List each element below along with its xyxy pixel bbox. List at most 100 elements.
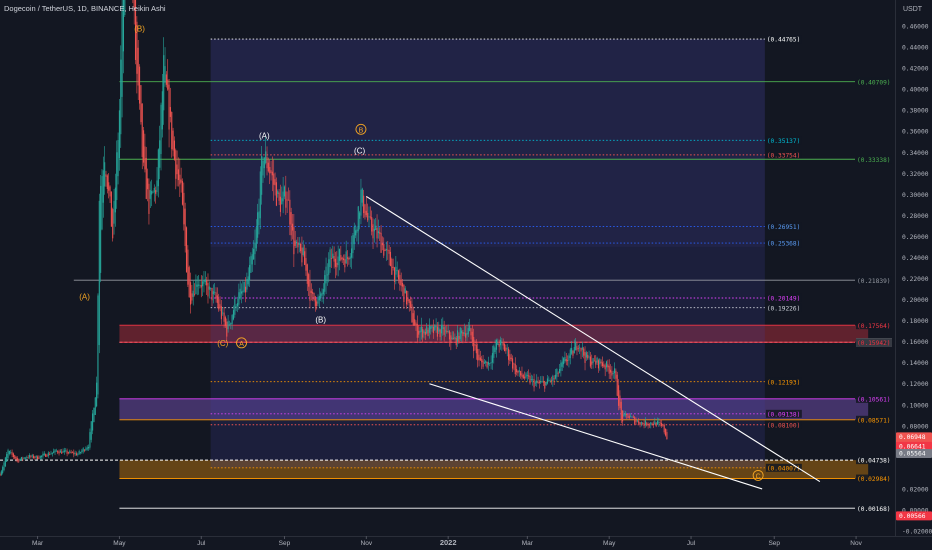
candle-body-2021-11-19: [389, 251, 392, 266]
candle-body-2022-03-21: [553, 378, 555, 380]
candle-body-2021-09-25: [316, 301, 318, 306]
candle-body-2022-03-06: [533, 379, 535, 388]
candle-body-2021-12-22: [434, 324, 436, 330]
wave-label-0: (B): [134, 24, 145, 33]
candle-body-2021-03-09: [47, 452, 49, 456]
candle-body-2022-04-01: [568, 355, 570, 361]
candle-body-2021-06-28: [196, 284, 198, 287]
price-tag-bg-1: [896, 441, 932, 451]
candle-body-2022-03-15: [545, 382, 547, 386]
candle-body-2022-01-20: [473, 336, 475, 352]
candle-body-2021-05-31: [159, 140, 161, 168]
candle-body-2022-04-09: [579, 347, 581, 349]
candle-body-2022-06-13: [666, 432, 668, 440]
candle-body-2022-05-25: [640, 422, 642, 424]
candle-body-2021-03-07: [45, 454, 47, 457]
candle-body-2022-01-15: [466, 332, 468, 336]
candle-body-2021-12-04: [410, 301, 412, 308]
candle-body-2022-02-04: [493, 346, 495, 358]
candle-body-2021-07-19: [224, 317, 226, 327]
candle-body-2022-03-24: [557, 372, 559, 374]
candle-body-2022-01-01: [447, 331, 449, 332]
candle-body-2021-03-16: [57, 450, 59, 453]
candle-body-2021-11-08: [375, 225, 377, 231]
candle-body-2022-04-03: [571, 347, 573, 354]
candle-body-2021-06-20: [185, 227, 188, 272]
candle-body-2021-04-18: [101, 176, 103, 230]
level-label-7: (0.21839): [857, 278, 891, 285]
candle-body-2021-07-18: [223, 312, 225, 322]
candle-body-2021-02-19: [23, 457, 25, 459]
level-label-bg-13: [765, 377, 802, 386]
level-label-bg-1: [856, 77, 892, 86]
level-label-10: (0.17564): [857, 323, 891, 330]
candle-body-2021-10-11: [337, 256, 339, 266]
candle-body-2021-10-06: [330, 258, 332, 260]
candle-body-2021-08-06: [249, 265, 251, 281]
candle-body-2021-03-04: [41, 455, 43, 458]
candle-body-2021-03-21: [63, 450, 65, 452]
level-label-bg-21: [856, 504, 892, 513]
candle-body-2021-06-19: [184, 208, 186, 247]
candle-body-2021-10-09: [334, 258, 337, 267]
candle-body-2021-12-05: [411, 304, 413, 323]
candle-body-2022-04-25: [600, 361, 602, 364]
level-label-bg-2: [765, 136, 802, 145]
candle-body-2021-05-19: [143, 130, 145, 163]
level-label-bg-8: [765, 293, 802, 302]
candle-body-2022-02-07: [497, 342, 499, 345]
candle-body-2021-03-10: [49, 454, 51, 456]
candle-body-2022-01-26: [481, 358, 483, 363]
candle-body-2021-02-08: [8, 450, 10, 455]
candle-body-2022-02-18: [512, 358, 514, 369]
candle-body-2021-12-15: [424, 331, 426, 335]
level-label-8: (0.20149): [767, 296, 801, 303]
y-tick-11: 0.24000: [902, 255, 929, 262]
candle-body-2022-06-09: [660, 422, 663, 426]
candle-body-2022-02-22: [517, 370, 519, 374]
candle-body-2022-05-31: [648, 424, 650, 426]
candle-body-2021-09-10: [295, 241, 298, 244]
wave-label-1: (A): [79, 293, 90, 302]
candle-body-2021-06-12: [175, 150, 177, 179]
y-tick-13: 0.20000: [902, 297, 929, 304]
candle-body-2022-01-04: [451, 337, 453, 340]
candle-body-2021-11-23: [395, 266, 397, 275]
candle-body-2021-07-03: [203, 280, 205, 284]
candle-body-2021-10-14: [341, 257, 343, 260]
candle-body-2021-07-10: [212, 291, 214, 295]
candle-body-2022-04-18: [591, 361, 593, 365]
candle-body-2021-03-11: [50, 453, 52, 455]
candle-body-2021-10-04: [328, 259, 330, 275]
candle-body-2022-03-18: [549, 380, 551, 381]
candle-body-2021-11-17: [387, 249, 389, 251]
candle-body-2021-03-08: [46, 455, 48, 457]
level-label-bg-20: [856, 474, 892, 483]
candle-body-2021-05-04: [122, 0, 124, 52]
candle-body-2021-07-31: [240, 291, 243, 294]
level-label-bg-6: [765, 239, 802, 248]
candle-body-2021-10-22: [352, 235, 354, 254]
y-tick-14: 0.18000: [902, 318, 929, 325]
candle-body-2021-12-01: [406, 290, 408, 305]
x-tick-10: Nov: [850, 540, 862, 547]
wave-circle-5: [355, 123, 367, 135]
candle-body-2021-08-05: [247, 276, 249, 285]
candle-body-2021-12-03: [408, 299, 410, 303]
candle-body-2021-08-23: [271, 171, 273, 176]
candle-body-2022-02-10: [501, 342, 503, 343]
candle-body-2021-03-19: [61, 451, 63, 454]
candle-body-2022-03-05: [532, 379, 534, 381]
candle-body-2021-04-08: [88, 446, 90, 449]
candle-body-2021-10-20: [349, 256, 351, 259]
candle-body-2022-06-10: [662, 424, 664, 426]
candle-body-2021-08-10: [254, 242, 256, 255]
candle-body-2021-05-20: [144, 146, 146, 170]
candle-body-2022-02-20: [514, 363, 516, 375]
candle-body-2021-08-08: [251, 254, 253, 265]
candle-body-2021-12-20: [431, 325, 433, 328]
candle-body-2021-05-28: [155, 190, 157, 194]
wave-label-5: B: [359, 127, 364, 134]
